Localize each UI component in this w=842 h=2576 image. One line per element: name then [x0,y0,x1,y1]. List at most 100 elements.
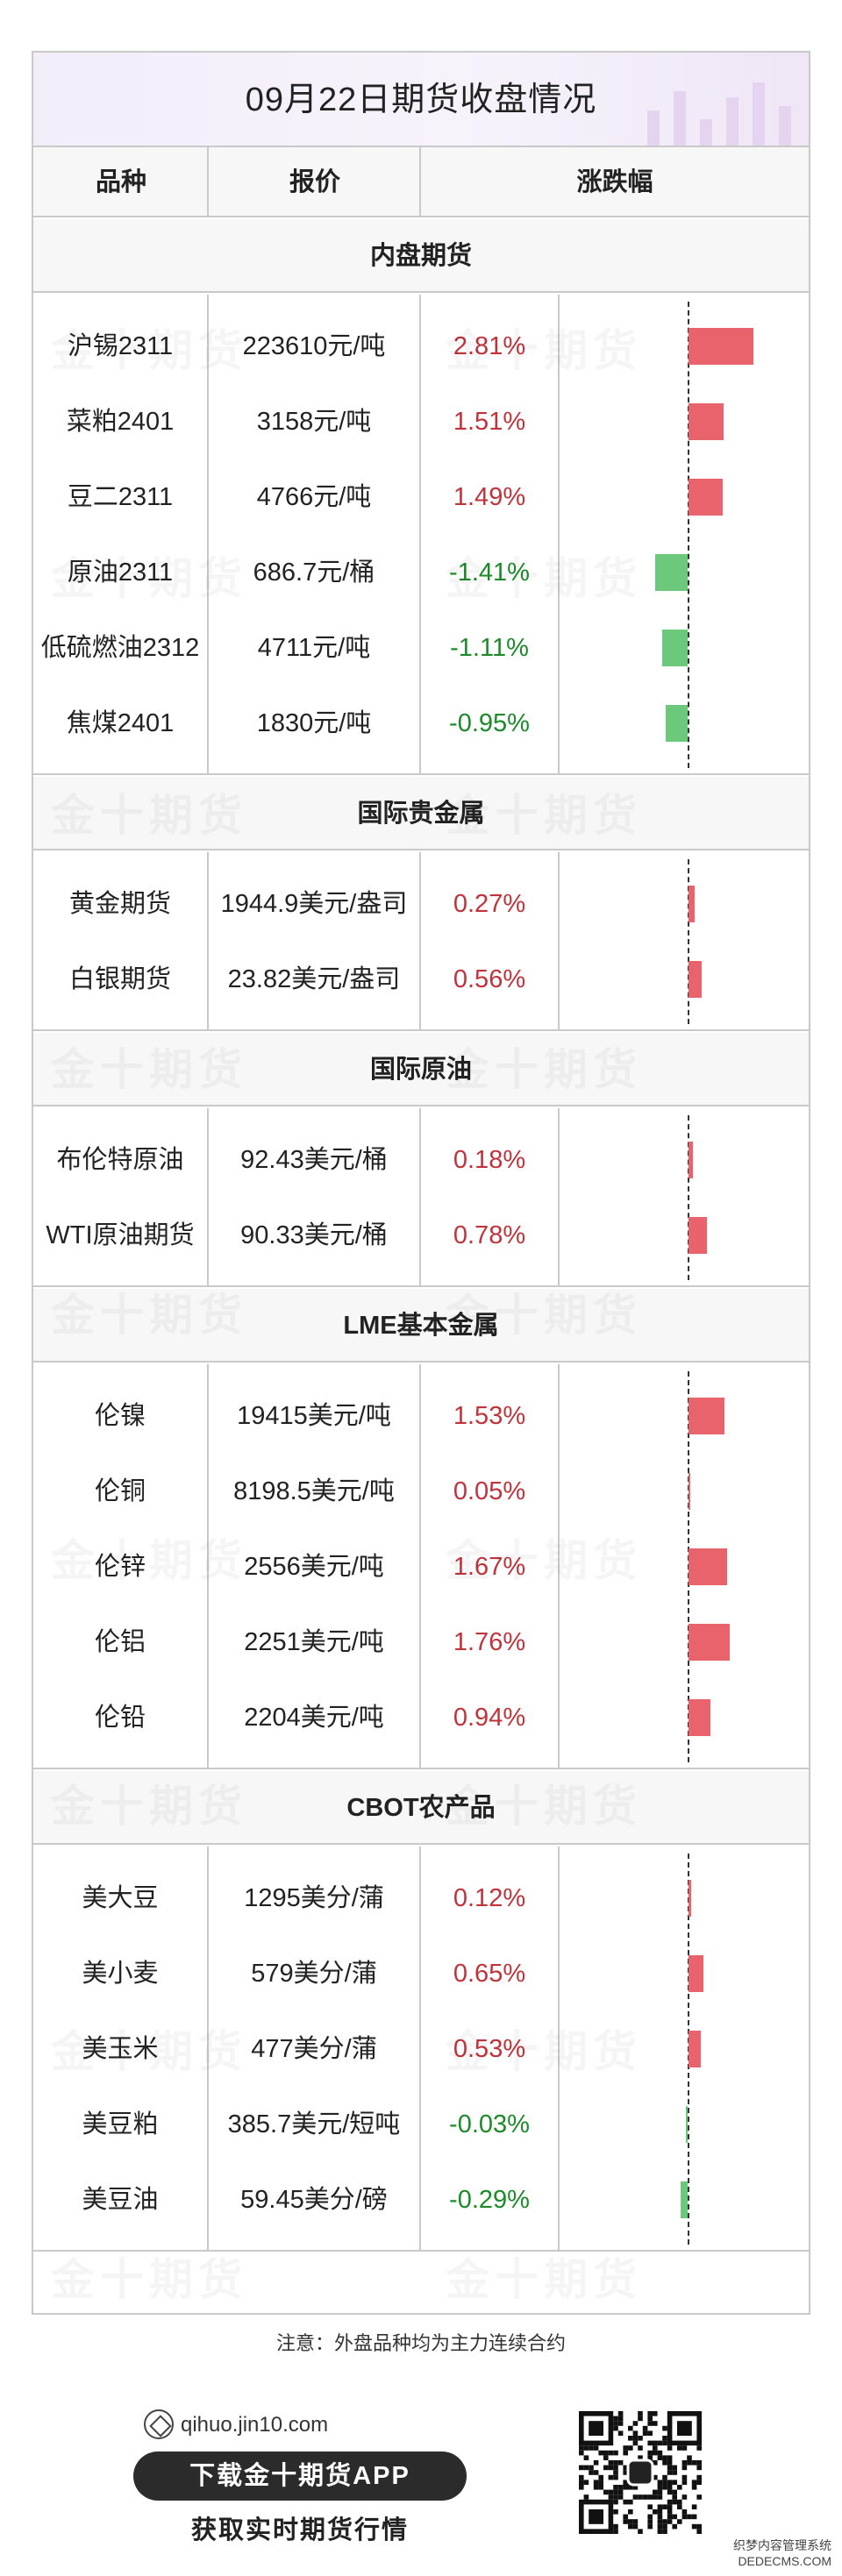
section-body [33,1108,809,1287]
row-change: 0.05% [453,1477,526,1505]
row-price: 8198.5美元/吨 [233,1477,395,1505]
section-header: 内盘期货 [33,219,809,293]
change-bar [689,1217,707,1254]
change-bar [681,2181,688,2218]
qr-code-icon [579,2411,702,2534]
row-name: 布伦特原油 [56,1146,184,1174]
row-change: 0.56% [453,965,526,993]
row-change: 2.81% [453,332,526,360]
row-change: -0.95% [449,709,530,737]
row-name: 豆二2311 [67,483,174,511]
brand-mark-line: 织梦内容管理系统 [733,2538,831,2552]
change-bar [689,328,754,365]
row-name: 伦镍 [94,1402,146,1430]
page-title: 09月22日期货收盘情况 [245,82,597,118]
brand-mark: 织梦内容管理系统 DEDECMS.COM [733,2537,831,2569]
futures-table-card: 09月22日期货收盘情况 品种 报价 涨跌幅 内盘期货沪锡2311 223610元… [32,51,810,2315]
row-change: 1.49% [453,483,526,511]
row-name: 伦铜 [94,1477,146,1505]
change-bar [689,1699,710,1736]
column-divider [419,1364,421,1769]
row-price: 4766元/吨 [256,483,372,511]
section-header: LME基本金属 [33,1289,809,1363]
column-header-price: 报价 [289,168,340,196]
column-divider [558,295,560,775]
column-header-name: 品种 [95,168,146,196]
row-price: 223610元/吨 [242,332,386,360]
brand-mark-line: DEDECMS.COM [738,2554,831,2568]
row-name: 美豆粕 [82,2110,159,2138]
row-change: 0.78% [453,1221,526,1249]
row-name: 美小麦 [82,1960,159,1988]
watermark: 金十期货 [51,2245,247,2308]
row-name: 伦锌 [94,1553,146,1581]
column-divider [419,1108,421,1287]
column-divider [558,1847,560,2252]
download-app-button[interactable]: 下载金十期货APP [133,2451,467,2501]
row-name: 焦煤2401 [66,709,175,737]
section-title: CBOT农产品 [346,1794,496,1822]
header-divider [419,147,421,217]
column-divider [207,295,209,775]
zero-baseline [688,1115,689,1280]
decorative-candle [726,97,739,146]
change-bar [689,403,724,440]
row-price: 686.7元/桶 [253,559,375,587]
row-price: 1944.9美元/盎司 [220,890,408,918]
row-change: 0.27% [453,890,526,918]
row-name: 沪锡2311 [67,332,174,360]
row-change: -0.03% [449,2110,530,2138]
row-change: 0.53% [453,2035,526,2063]
column-divider [207,1108,209,1287]
table-header: 品种 报价 涨跌幅 [33,147,809,217]
zero-baseline [688,302,689,768]
row-price: 477美分/蒲 [251,2035,377,2063]
column-divider [207,1847,209,2252]
change-bar [686,2106,688,2143]
change-bar [689,479,724,516]
change-bar [689,1142,693,1178]
row-price: 4711元/吨 [257,634,371,662]
change-bar [689,886,696,922]
column-divider [419,1847,421,2252]
column-header-change: 涨跌幅 [576,168,653,196]
column-divider [419,852,421,1031]
change-bar [689,1624,730,1661]
change-bar [689,1398,724,1434]
decorative-candle [647,110,660,146]
section-title: 国际贵金属 [357,800,485,828]
zero-baseline [688,859,689,1024]
change-bar [689,1880,692,1917]
change-bar [689,961,702,998]
row-name: 伦铝 [94,1628,146,1656]
website-url[interactable]: qihuo.jin10.com [181,2413,329,2437]
row-name: WTI原油期货 [46,1221,195,1249]
row-price: 19415美元/吨 [237,1402,391,1430]
section-header: 国际原油 [33,1033,809,1107]
header-divider [207,147,209,217]
row-change: 1.51% [453,408,526,436]
row-name: 美豆油 [82,2186,159,2214]
row-change: 0.65% [453,1960,526,1988]
row-price: 92.43美元/桶 [240,1146,388,1174]
row-price: 2251美元/吨 [244,1628,384,1656]
row-name: 白银期货 [68,965,171,993]
row-change: -0.29% [449,2186,530,2214]
row-change: 0.18% [453,1146,526,1174]
row-change: 1.53% [453,1402,526,1430]
title-band: 09月22日期货收盘情况 [33,53,809,147]
row-name: 美玉米 [82,2035,159,2063]
footer-subtitle: 获取实时期货行情 [190,2516,409,2544]
row-name: 美大豆 [82,1884,159,1912]
website-icon [144,2409,174,2439]
row-price: 385.7美元/短吨 [227,2110,401,2138]
column-divider [419,295,421,775]
column-divider [558,1364,560,1769]
row-change: 1.76% [453,1628,526,1656]
column-divider [558,852,560,1031]
row-price: 1830元/吨 [256,709,372,737]
section-header: CBOT农产品 [33,1771,809,1845]
row-change: 0.12% [453,1884,526,1912]
row-change: -1.11% [450,634,529,662]
decorative-candle [674,91,686,146]
